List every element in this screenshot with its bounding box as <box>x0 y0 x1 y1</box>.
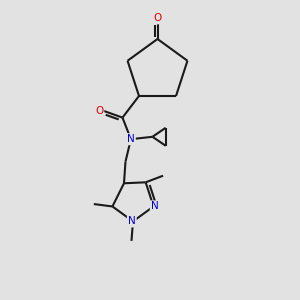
Text: O: O <box>153 13 162 23</box>
Text: N: N <box>151 202 159 212</box>
Text: O: O <box>95 106 103 116</box>
Text: N: N <box>127 134 135 144</box>
Text: N: N <box>128 216 136 226</box>
